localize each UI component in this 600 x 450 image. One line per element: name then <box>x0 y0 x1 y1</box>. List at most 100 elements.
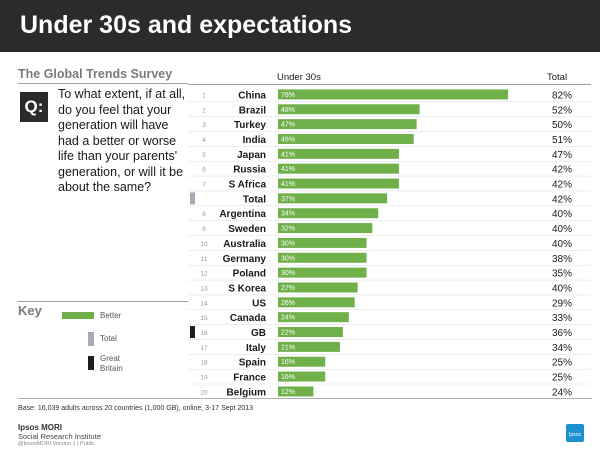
rank-label: 2 <box>202 107 206 114</box>
category-label: Brazil <box>239 105 266 116</box>
bar-value-label: 41% <box>281 151 295 158</box>
rank-label: 6 <box>202 167 206 174</box>
key-gb-swatch <box>88 356 94 370</box>
total-value: 29% <box>552 298 572 309</box>
rank-label: 5 <box>202 152 206 159</box>
total-value: 33% <box>552 313 572 324</box>
rank-label: 8 <box>202 211 206 218</box>
rank-label: 18 <box>200 360 208 367</box>
total-value: 36% <box>552 328 572 339</box>
total-value: 40% <box>552 209 572 220</box>
category-label: Australia <box>223 239 266 250</box>
bar <box>278 371 326 382</box>
rank-label: 12 <box>200 271 208 278</box>
title-bar: Under 30s and expectations <box>0 0 600 52</box>
bar <box>278 193 388 204</box>
rank-label: 3 <box>202 122 206 129</box>
bar-value-label: 46% <box>281 136 295 143</box>
category-label: Italy <box>246 343 266 354</box>
column-header-total: Total <box>547 72 568 83</box>
total-value: 25% <box>552 358 572 369</box>
bar <box>278 297 355 308</box>
category-label: Sweden <box>228 224 266 235</box>
bar-value-label: 41% <box>281 166 295 173</box>
rank-label: 1 <box>202 92 206 99</box>
bar <box>278 119 417 130</box>
bar <box>278 356 326 367</box>
rank-label: 16 <box>200 330 208 337</box>
brand-name: Ipsos MORI <box>18 423 63 432</box>
total-value: 52% <box>552 105 572 116</box>
key-better-swatch <box>62 312 94 319</box>
category-label: Poland <box>233 269 266 280</box>
bar-value-label: 47% <box>281 122 295 129</box>
bar <box>278 223 373 234</box>
question-badge: Q: <box>20 92 48 122</box>
bar-value-label: 24% <box>281 315 295 322</box>
ipsos-logo: Ipsos <box>566 424 584 442</box>
total-value: 42% <box>552 165 572 176</box>
key-better-label: Better <box>100 311 122 320</box>
total-value: 50% <box>552 120 572 131</box>
rank-label: 17 <box>200 345 208 352</box>
bar-value-label: 32% <box>281 226 295 233</box>
brand-version: @IpsosMORI Version 1 | Public <box>18 441 96 447</box>
key-total-label: Total <box>100 334 117 343</box>
category-label: Germany <box>223 254 267 265</box>
survey-name: The Global Trends Survey <box>18 67 173 81</box>
rank-label: 20 <box>200 389 208 396</box>
rank-label: 14 <box>200 300 208 307</box>
total-value: 38% <box>552 254 572 265</box>
total-value: 47% <box>552 150 572 161</box>
category-label: S Africa <box>229 180 267 191</box>
category-label: Canada <box>230 313 267 324</box>
category-label: Belgium <box>227 387 267 398</box>
total-value: 42% <box>552 180 572 191</box>
bar-value-label: 37% <box>281 196 295 203</box>
bar <box>278 267 367 278</box>
bar <box>278 148 399 159</box>
bar <box>278 237 367 248</box>
gb-marker <box>190 326 195 339</box>
total-value: 40% <box>552 239 572 250</box>
bar-value-label: 30% <box>281 270 295 277</box>
category-label: France <box>233 373 266 384</box>
bar-value-label: 30% <box>281 255 295 262</box>
brand-subtitle: Social Research Institute <box>18 432 101 441</box>
total-value: 40% <box>552 224 572 235</box>
bar <box>278 133 414 144</box>
base-note: Base: 16,039 adults across 20 countries … <box>18 405 254 412</box>
category-label: S Korea <box>228 283 266 294</box>
bar-value-label: 78% <box>281 92 295 99</box>
bar-value-label: 48% <box>281 107 295 114</box>
category-label: US <box>252 298 266 309</box>
bar-value-label: 16% <box>281 359 295 366</box>
total-value: 40% <box>552 283 572 294</box>
rank-label: 19 <box>200 375 208 382</box>
rank-label: 4 <box>202 137 206 144</box>
bar <box>278 208 379 219</box>
total-value: 35% <box>552 269 572 280</box>
total-marker <box>190 192 195 205</box>
bar <box>278 312 349 323</box>
bar-value-label: 26% <box>281 300 295 307</box>
category-label: China <box>238 90 266 101</box>
category-label: India <box>243 135 267 146</box>
category-label: GB <box>251 328 266 339</box>
bar-value-label: 22% <box>281 330 295 337</box>
key-total-swatch <box>88 332 94 346</box>
category-label: Spain <box>239 358 266 369</box>
divider <box>18 83 188 84</box>
rank-label: 7 <box>202 182 206 189</box>
total-value: 82% <box>552 90 572 101</box>
rank-label: 11 <box>201 256 208 263</box>
divider <box>18 301 188 302</box>
category-label: Total <box>243 194 266 205</box>
column-header-under-30s: Under 30s <box>277 72 321 83</box>
total-value: 25% <box>552 373 572 384</box>
total-value: 24% <box>552 387 572 398</box>
bar-value-label: 34% <box>281 211 295 218</box>
bar <box>278 89 509 100</box>
bar <box>278 386 314 397</box>
